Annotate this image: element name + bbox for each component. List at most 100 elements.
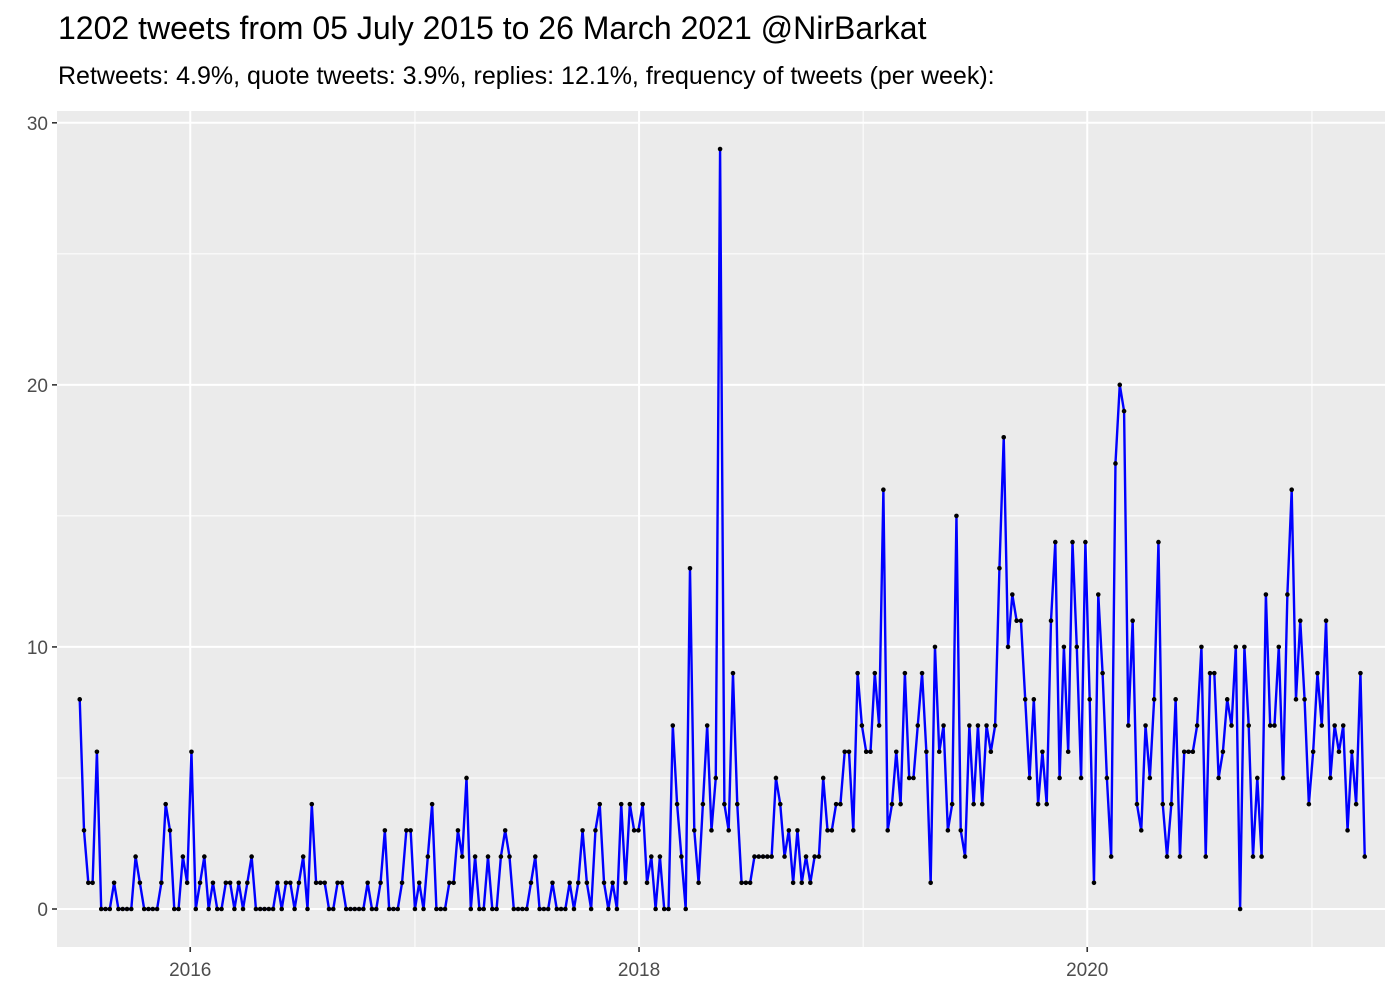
data-point — [683, 906, 688, 912]
data-point — [481, 906, 487, 912]
data-point — [863, 749, 869, 755]
data-point — [395, 906, 401, 912]
data-point — [1091, 880, 1097, 886]
data-point — [107, 906, 113, 912]
data-point — [1229, 723, 1234, 728]
data-point — [971, 801, 976, 807]
data-point — [1315, 670, 1320, 676]
data-point — [528, 880, 534, 886]
data-point — [1358, 670, 1363, 676]
data-point — [257, 906, 263, 912]
data-point — [769, 854, 774, 859]
data-point — [649, 854, 654, 859]
data-point — [773, 775, 779, 781]
data-point — [739, 880, 744, 886]
data-point — [270, 906, 276, 912]
data-point — [365, 880, 370, 886]
data-point — [696, 880, 701, 886]
data-point — [606, 906, 611, 912]
data-point — [1104, 775, 1110, 781]
data-point — [391, 906, 396, 912]
data-point — [275, 880, 280, 886]
data-point — [133, 854, 138, 859]
data-point — [992, 723, 998, 728]
data-point — [979, 801, 985, 807]
data-point — [524, 906, 529, 912]
y-tick-label: 10 — [27, 638, 48, 659]
data-point — [679, 854, 684, 859]
data-point — [760, 854, 766, 859]
y-axis: 0 10 20 30 — [27, 114, 57, 921]
data-point — [855, 670, 860, 676]
data-point — [657, 854, 663, 859]
data-point — [640, 801, 646, 807]
data-point — [116, 906, 121, 912]
data-point — [614, 906, 620, 912]
data-point — [171, 906, 177, 912]
data-point — [330, 906, 336, 912]
data-point — [1134, 801, 1140, 807]
data-point — [339, 880, 345, 886]
data-point — [451, 880, 456, 886]
data-point — [81, 828, 87, 833]
data-point — [485, 854, 491, 859]
data-point — [851, 828, 856, 833]
data-point — [150, 906, 156, 912]
data-point — [373, 906, 379, 912]
data-point — [520, 906, 525, 912]
x-tick-label: 2018 — [618, 960, 660, 981]
data-point — [343, 906, 349, 912]
data-point — [318, 880, 323, 886]
data-point — [352, 906, 358, 912]
data-point — [752, 854, 757, 859]
data-point — [206, 906, 211, 912]
data-point — [214, 906, 220, 912]
data-point — [1203, 854, 1209, 859]
data-point — [296, 880, 302, 886]
data-point — [820, 775, 826, 781]
data-point — [623, 880, 628, 886]
data-point — [146, 906, 151, 912]
data-point — [1272, 723, 1277, 728]
data-point — [567, 880, 572, 886]
data-point — [90, 880, 95, 886]
data-point — [438, 906, 444, 912]
data-point — [421, 906, 426, 912]
data-point — [1207, 670, 1213, 676]
data-point — [120, 906, 125, 912]
tweets-per-week-line — [78, 147, 1366, 911]
data-point — [670, 723, 676, 728]
data-point — [1057, 775, 1062, 781]
data-point — [300, 854, 306, 859]
data-point — [747, 880, 753, 886]
data-point — [726, 828, 731, 833]
data-point — [1194, 723, 1200, 728]
data-point — [765, 854, 770, 859]
data-point — [1121, 408, 1127, 414]
data-point — [1267, 723, 1273, 728]
data-point — [1048, 618, 1054, 624]
data-point — [1138, 828, 1144, 833]
data-point — [459, 854, 465, 859]
data-point — [464, 775, 469, 781]
data-point — [498, 854, 504, 859]
data-point — [885, 828, 890, 833]
data-point — [1177, 854, 1183, 859]
data-point — [1031, 697, 1037, 702]
data-point — [610, 880, 615, 886]
data-point — [141, 906, 147, 912]
data-point — [743, 880, 749, 886]
data-point — [1078, 775, 1084, 781]
data-point — [227, 880, 233, 886]
data-point — [1276, 644, 1282, 650]
data-point — [1108, 854, 1114, 859]
data-point — [545, 906, 551, 912]
data-point — [103, 906, 108, 912]
data-point — [902, 670, 908, 676]
data-point — [309, 801, 315, 807]
data-point — [618, 801, 624, 807]
data-point — [597, 801, 603, 807]
data-point — [932, 644, 938, 650]
data-point — [1323, 618, 1329, 624]
